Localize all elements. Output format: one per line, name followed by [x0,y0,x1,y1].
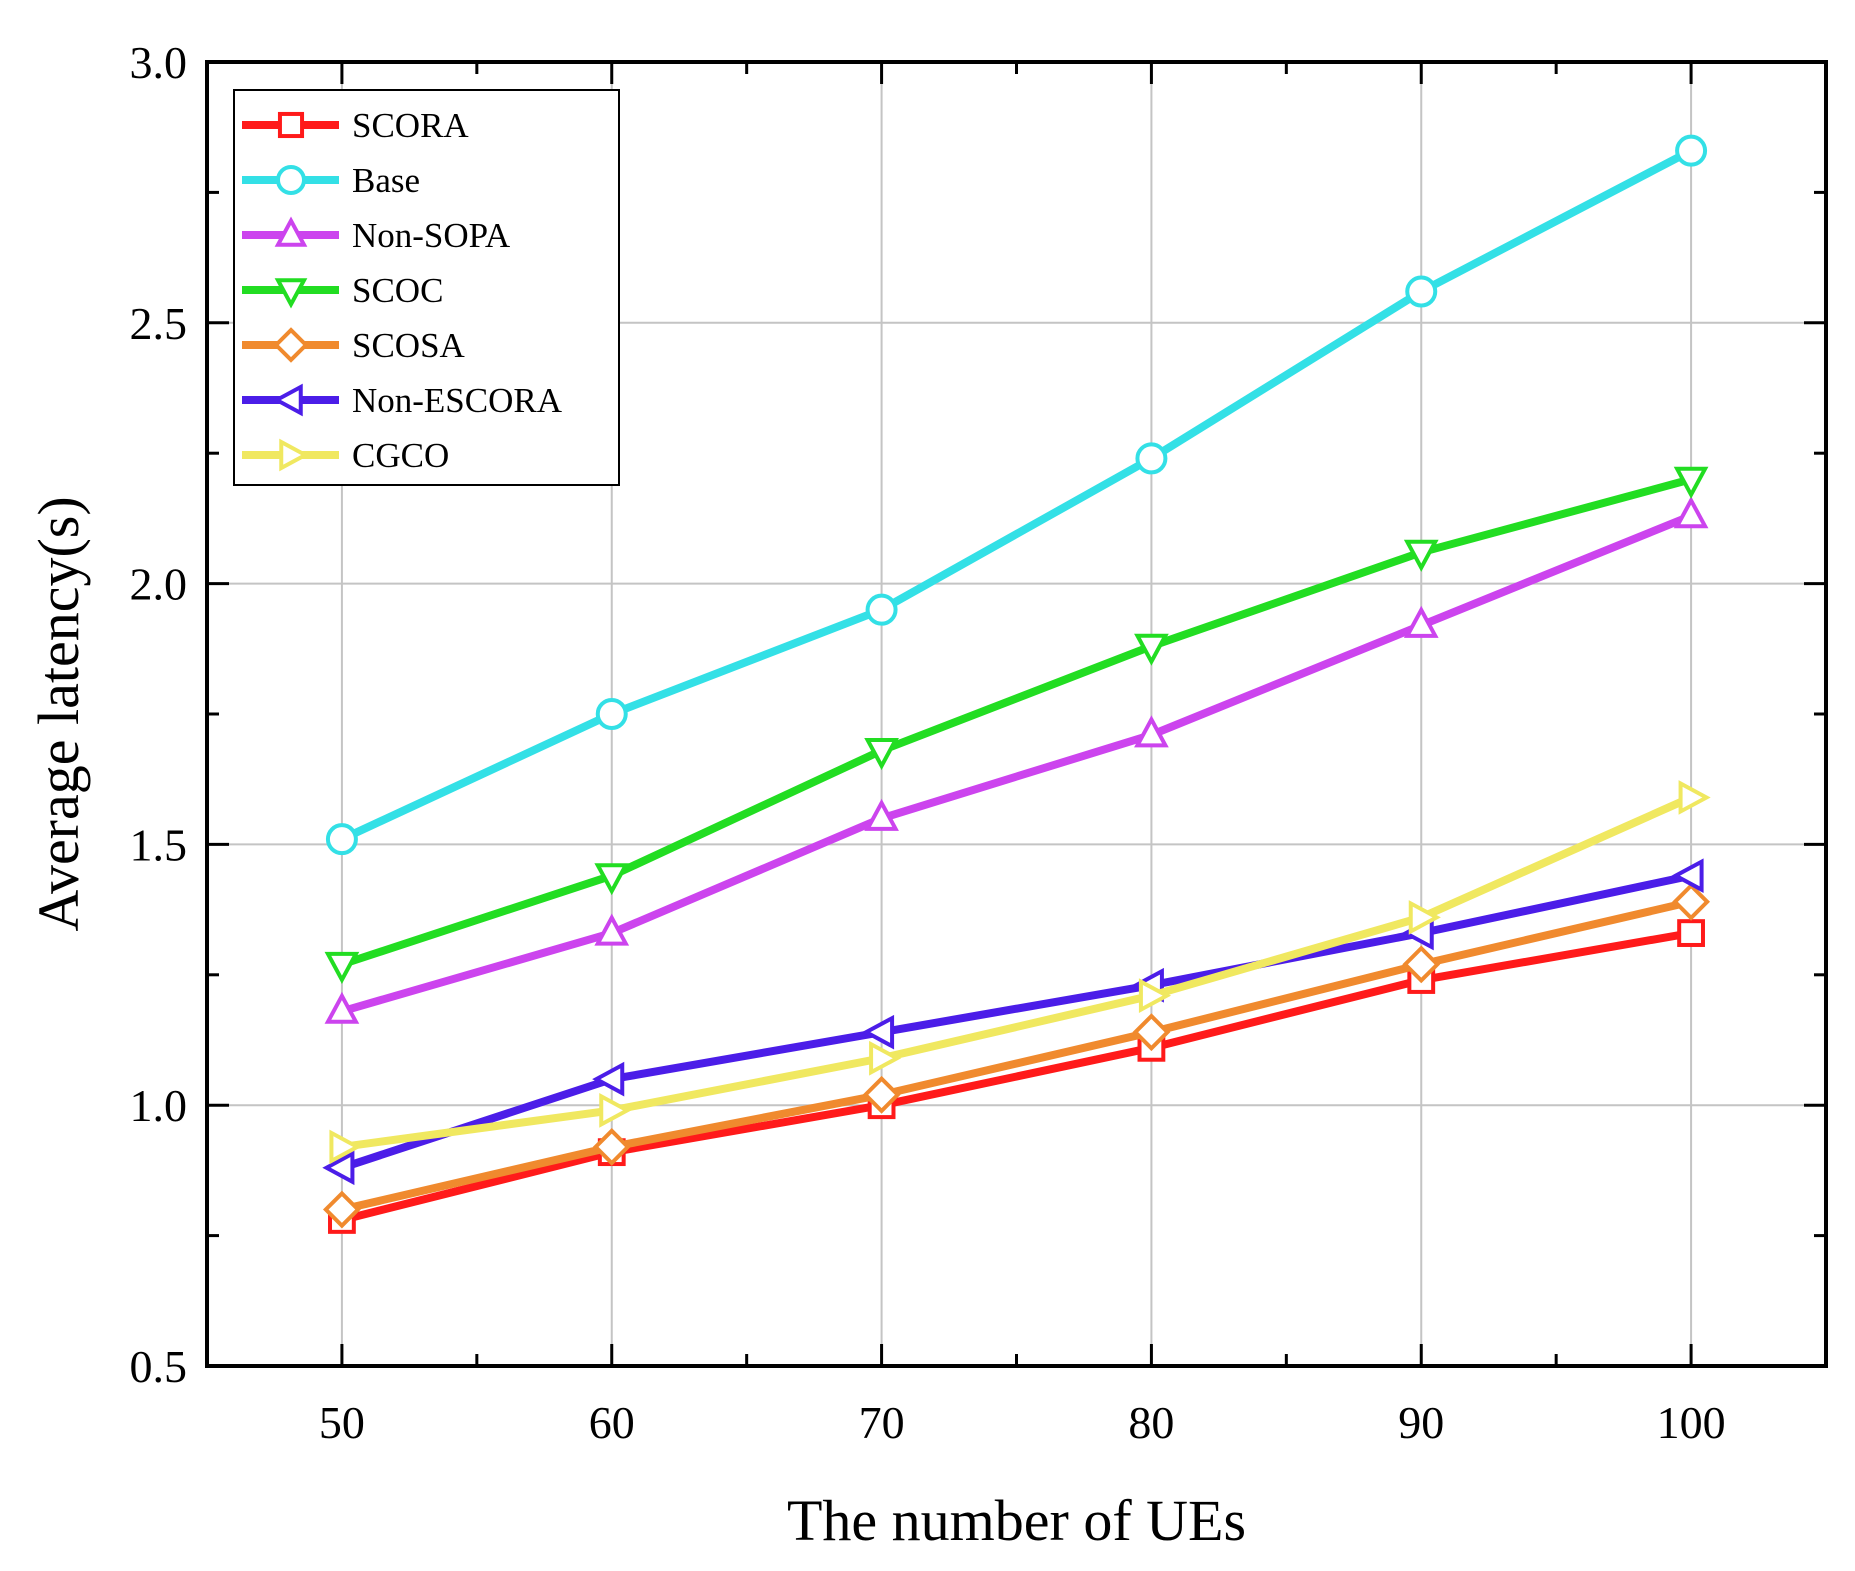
tick-labels: 50 60 70 80 90 100 0.5 1.0 1.5 2.0 2.5 3.0 [130,37,1726,1448]
series-line-cgco [341,793,1693,1151]
series-base [325,134,1708,856]
y-axis-title: Average latency(s) [26,496,91,931]
legend-item-scosa: SCOSA [242,326,466,365]
data-point-base [325,823,358,856]
legend-item-non-sopa: Non-SOPA [242,216,511,255]
data-point-scosa [1402,945,1441,984]
legend-label: Base [352,161,420,200]
data-point-cgco [1138,978,1172,1014]
data-point-scosa [592,1127,631,1166]
data-point-base [1675,134,1708,167]
data-point-scosa [1672,882,1711,921]
y-tick-label: 3.0 [130,37,188,88]
data-point-cgco [869,1040,902,1076]
data-point-cgco [329,1129,362,1165]
series-scosa [322,882,1711,1229]
data-point-scoc [1673,466,1709,499]
data-point-scosa [1132,1013,1171,1052]
legend-label: SCORA [352,106,469,145]
data-point-scosa [322,1190,361,1229]
data-point-base [865,593,898,626]
x-tick-label: 90 [1398,1397,1444,1448]
x-tick-label: 70 [859,1397,905,1448]
legend-marker [274,278,308,309]
data-point-non-sopa [1403,605,1439,638]
data-point-non-sopa [864,798,899,831]
data-point-scoc [864,738,899,771]
data-point-non-escora [861,1014,895,1050]
y-tick-label: 1.0 [130,1080,188,1131]
legend-marker [272,383,303,417]
series-non-sopa [324,496,1709,1024]
series-cgco [329,780,1711,1165]
legend-item-cgco: CGCO [242,436,449,475]
series-line-scosa [341,897,1692,1214]
data-point-base [1405,275,1438,308]
legend-label: Non-ESCORA [352,381,563,420]
data-point-base [1135,442,1168,475]
series-scoc [324,466,1709,984]
y-tick-label: 0.5 [130,1341,188,1392]
x-tick-label: 60 [589,1397,635,1448]
legend-item-base: Base [242,161,420,200]
legend: SCORA Base Non-SOPA SCOC SCOSA Non-ESCORA CGCO [233,89,620,486]
data-point-scoc [1134,633,1169,666]
axis-ticks [207,62,1826,1366]
legend-label: CGCO [352,436,449,475]
series-line-non-sopa [340,512,1693,1016]
legend-item-scora: SCORA [242,106,469,145]
data-point-non-sopa [1134,715,1169,748]
series-line-scoc [340,475,1693,969]
data-point-non-sopa [324,991,360,1024]
legend-item-scoc: SCOC [242,271,443,310]
legend-marker [277,111,305,139]
data-point-scoc [324,951,360,984]
x-tick-label: 100 [1657,1397,1726,1448]
y-tick-label: 2.5 [130,298,188,349]
x-tick-label: 50 [319,1397,365,1448]
legend-label: SCOC [352,271,443,310]
y-tick-label: 1.5 [130,819,188,870]
data-point-cgco [1408,900,1441,935]
y-tick-label: 2.0 [130,559,188,610]
data-point-non-sopa [1673,496,1709,529]
data-point-non-escora [592,1061,625,1097]
series-line-non-escora [340,871,1692,1172]
legend-label: SCOSA [352,326,466,365]
data-point-cgco [599,1093,632,1128]
series-line-base [340,147,1693,843]
data-point-scoc [1403,539,1439,572]
data-point-non-escora [1671,858,1704,894]
legend-marker [274,216,308,247]
data-point-scoc [594,863,630,896]
data-point-non-sopa [594,913,630,946]
data-point-cgco [1678,780,1711,815]
series-line-scora [340,929,1692,1224]
x-tick-label: 80 [1128,1397,1174,1448]
data-point-scora [1677,919,1705,947]
legend-marker [273,327,309,363]
legend-item-non-escora: Non-ESCORA [242,381,563,420]
legend-label: Non-SOPA [352,216,511,255]
data-point-non-escora [322,1150,355,1186]
data-point-base [595,698,628,730]
data-point-scosa [862,1075,901,1114]
legend-marker [279,438,310,472]
legend-marker [276,165,306,195]
series-layer [322,134,1711,1234]
x-axis-title: The number of UEs [787,1488,1246,1553]
